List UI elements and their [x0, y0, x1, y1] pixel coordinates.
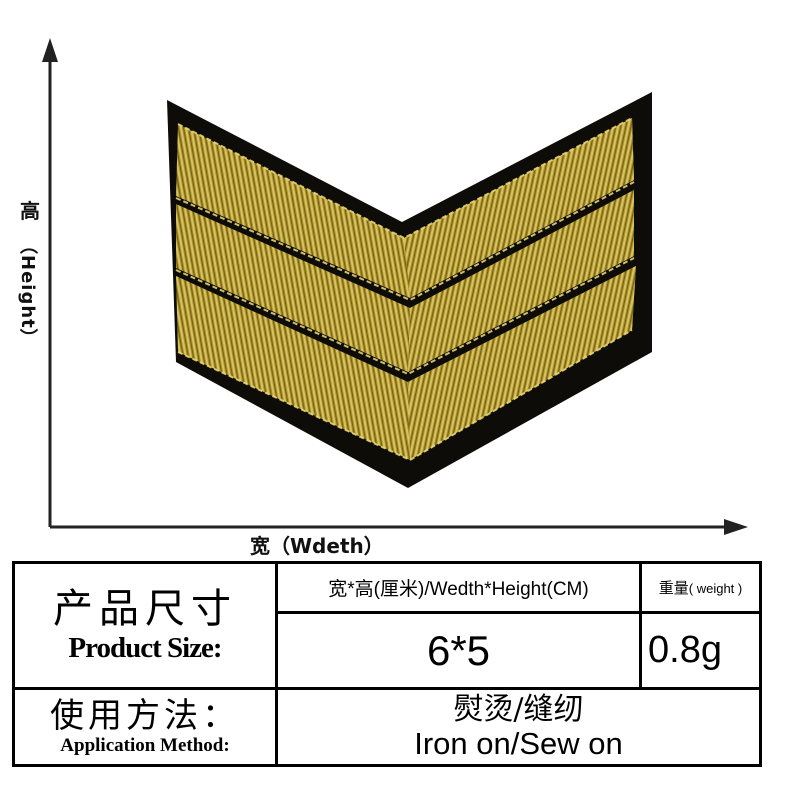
- application-label-zh: 使用方法：: [50, 696, 240, 736]
- weight-header-en: ( weight ): [688, 581, 743, 596]
- application-label-cell: 使用方法： Application Method:: [12, 687, 278, 767]
- weight-header: 重量( weight ): [639, 561, 762, 614]
- application-label-en: Application Method:: [60, 735, 230, 756]
- application-row: 使用方法： Application Method: 熨烫/缝纫 Iron on/…: [12, 687, 762, 767]
- size-header: 宽*高(厘米)/Wedth*Height(CM): [275, 561, 642, 614]
- application-method-zh: 熨烫/缝纫: [453, 692, 584, 727]
- y-axis-label-zh: 高: [20, 199, 40, 223]
- spec-header-row: 产品尺寸 Product Size: 宽*高(厘米)/Wedth*Height(…: [12, 561, 762, 690]
- chevron-patch-image: [167, 92, 652, 488]
- patch-diagram: [42, 38, 748, 535]
- spec-value-row: 6*5 0.8g: [14, 611, 762, 690]
- size-value: 6*5: [275, 611, 642, 690]
- product-figure: 高 （Height） 宽（Wdeth）: [16, 38, 748, 558]
- y-axis-arrow-icon: [42, 38, 58, 62]
- weight-header-zh: 重量: [658, 580, 689, 597]
- x-axis-label: 宽（Wdeth）: [250, 534, 384, 558]
- product-size-label-cell: 产品尺寸 Product Size:: [12, 561, 278, 690]
- product-size-label-zh: 产品尺寸: [53, 586, 237, 632]
- weight-value: 0.8g: [639, 611, 762, 690]
- spec-table: 产品尺寸 Product Size: 宽*高(厘米)/Wedth*Height(…: [12, 561, 762, 767]
- product-size-label-en: Product Size:: [68, 632, 222, 664]
- application-method-cell: 熨烫/缝纫 Iron on/Sew on: [275, 687, 762, 767]
- y-axis-label-en: （Height）: [17, 236, 38, 348]
- y-axis-label: 高 （Height）: [16, 200, 44, 348]
- x-axis-arrow-icon: [724, 519, 748, 535]
- application-method-en: Iron on/Sew on: [414, 726, 623, 761]
